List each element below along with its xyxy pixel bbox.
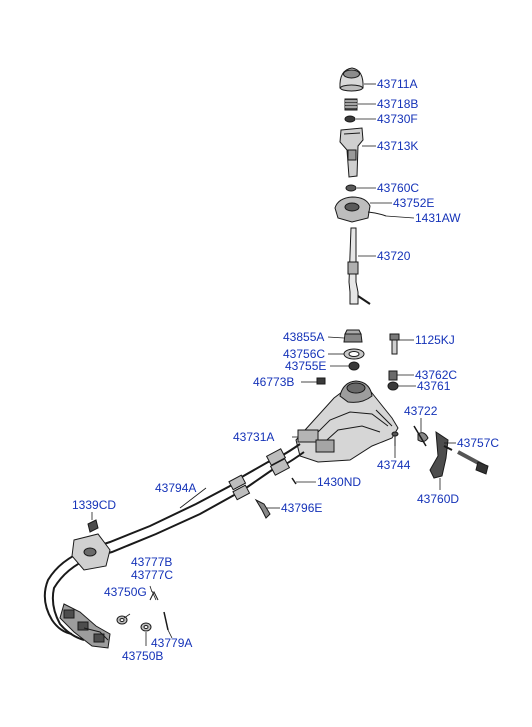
part-label-43760C[interactable]: 43760C: [377, 181, 420, 195]
part-label-43757C[interactable]: 43757C: [457, 436, 500, 450]
pin-43779A: [163, 611, 169, 631]
pin-1430ND: [291, 477, 297, 485]
part-label-43777B[interactable]: 43777B: [131, 555, 173, 569]
part-label-43750G[interactable]: 43750G: [104, 585, 147, 599]
part-label-43752E[interactable]: 43752E: [393, 196, 435, 210]
part-label-43760D[interactable]: 43760D: [417, 492, 460, 506]
upper-lever: [339, 127, 364, 178]
shift-knob: [339, 67, 364, 92]
part-label-43731A[interactable]: 43731A: [233, 430, 275, 444]
part-label-43750B[interactable]: 43750B: [122, 649, 164, 663]
shift-cables: [43, 443, 305, 641]
part-label-46773B[interactable]: 46773B: [253, 375, 295, 389]
lever-socket: [334, 196, 387, 223]
bolt: [389, 333, 400, 355]
part-label-1125KJ[interactable]: 1125KJ: [415, 333, 455, 347]
part-label-43756C[interactable]: 43756C: [283, 347, 326, 361]
selector-lever: [429, 431, 453, 479]
part-label-43744[interactable]: 43744: [377, 458, 411, 472]
cable-ends: [59, 603, 111, 649]
part-label-1431AW[interactable]: 1431AW: [415, 211, 461, 225]
clip: [316, 377, 326, 385]
part-label-43718B[interactable]: 43718B: [377, 97, 419, 111]
shift-bracket-housing: [295, 380, 399, 463]
part-label-43777C[interactable]: 43777C: [131, 568, 174, 582]
clip-43777B: [149, 590, 159, 601]
part-label-43762C[interactable]: 43762C: [415, 368, 458, 382]
part-label-43855A[interactable]: 43855A: [283, 330, 325, 344]
part-label-43794A[interactable]: 43794A: [155, 481, 197, 495]
part-label-43711A[interactable]: 43711A: [377, 77, 418, 91]
bush: [343, 329, 363, 343]
leader-lines: [91, 83, 456, 646]
part-label-43730F[interactable]: 43730F: [377, 112, 418, 126]
part-label-1339CD[interactable]: 1339CD: [72, 498, 117, 512]
bushing: [345, 184, 357, 192]
small-bush: [348, 361, 360, 371]
cable-bracket: [71, 533, 111, 571]
ring: [344, 115, 356, 123]
part-label-43761[interactable]: 43761: [417, 379, 451, 393]
part-label-1430ND[interactable]: 1430ND: [317, 475, 362, 489]
part-label-43720[interactable]: 43720: [377, 249, 411, 263]
part-label-43779A[interactable]: 43779A: [151, 636, 193, 650]
pin: [388, 370, 398, 381]
shift-lever-rod: [347, 227, 371, 305]
part-label-43796E[interactable]: 43796E: [281, 501, 323, 515]
clip-43796E: [254, 498, 271, 519]
part-label-43713K[interactable]: 43713K: [377, 139, 419, 153]
pin-43744: [391, 431, 399, 446]
clip-1339CD: [87, 519, 99, 533]
washer: [387, 381, 399, 391]
bolt-43757C: [457, 450, 489, 475]
part-label-43755E[interactable]: 43755E: [285, 359, 327, 373]
part-label-43722[interactable]: 43722: [404, 404, 438, 418]
spring: [344, 98, 358, 111]
spring-clip: [413, 425, 429, 447]
